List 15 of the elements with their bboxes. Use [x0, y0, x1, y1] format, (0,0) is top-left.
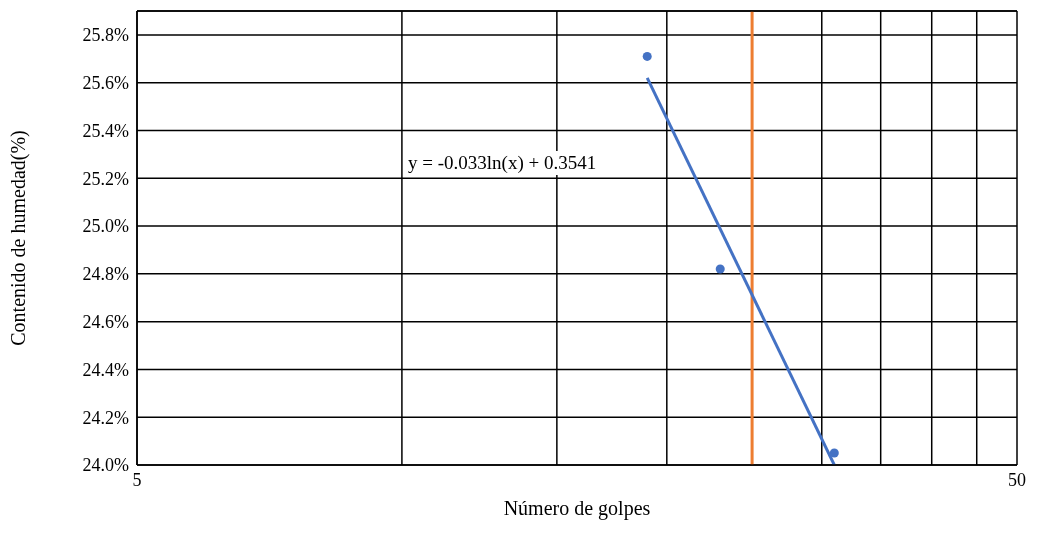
- y-tick-label: 25.0%: [82, 216, 129, 237]
- y-tick-label: 25.8%: [82, 25, 129, 46]
- y-tick-label: 25.6%: [82, 73, 129, 94]
- x-tick-label: 5: [132, 469, 142, 490]
- y-tick-label: 24.6%: [82, 312, 129, 333]
- y-axis-title: Contenido de humedad(%): [7, 130, 31, 346]
- x-tick-label: 50: [1008, 469, 1026, 490]
- y-tick-label: 24.0%: [82, 455, 129, 476]
- y-tick-label: 24.4%: [82, 359, 129, 380]
- y-tick-label: 24.8%: [82, 264, 129, 285]
- annotation: y = -0.033ln(x) + 0.3541: [405, 151, 600, 175]
- y-tick-label: 25.4%: [82, 120, 129, 141]
- x-axis-title: Número de golpes: [503, 497, 651, 520]
- y-tick-label: 25.2%: [82, 168, 129, 189]
- y-tick-label: 24.2%: [82, 407, 129, 428]
